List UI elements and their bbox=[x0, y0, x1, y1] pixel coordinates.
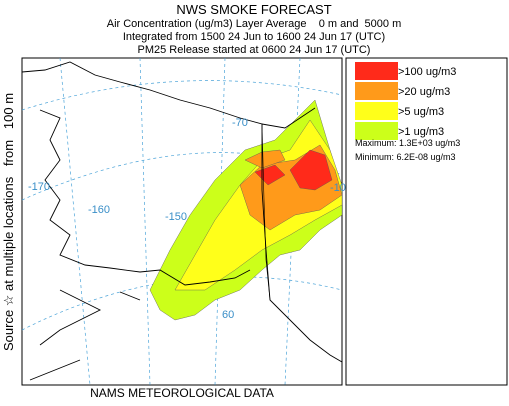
source-label: Source ☆ at multiple locations from 100 … bbox=[1, 93, 16, 351]
graticule-label: -150 bbox=[165, 211, 187, 223]
title: NWS SMOKE FORECAST bbox=[176, 2, 331, 17]
maximum: Maximum: 1.3E+03 ug/m3 bbox=[355, 138, 460, 148]
subtitle: PM25 Release started at 0600 24 Jun 17 (… bbox=[138, 44, 371, 56]
smoke-area bbox=[244, 149, 286, 169]
smoke-area bbox=[289, 149, 333, 191]
legend-swatch bbox=[355, 122, 398, 140]
legend-swatch bbox=[355, 62, 398, 80]
subtitle: Integrated from 1500 24 Jun to 1600 24 J… bbox=[123, 31, 385, 43]
graticule-label: -170 bbox=[28, 181, 50, 193]
coastline bbox=[21, 61, 343, 381]
legend-label: >20 ug/m3 bbox=[398, 86, 450, 98]
legend-label: >100 ug/m3 bbox=[398, 66, 456, 78]
footer: NAMS METEOROLOGICAL DATA bbox=[90, 386, 274, 400]
legend-swatch bbox=[355, 102, 398, 120]
legend-label: >5 ug/m3 bbox=[398, 106, 444, 118]
legend-label: >1 ug/m3 bbox=[398, 126, 444, 138]
legend-swatch bbox=[355, 82, 398, 100]
minimum: Minimum: 6.2E-08 ug/m3 bbox=[355, 152, 456, 162]
subtitle: Air Concentration (ug/m3) Layer Average … bbox=[107, 18, 402, 30]
graticule-label: 60 bbox=[222, 309, 234, 321]
smoke-plume bbox=[149, 99, 343, 321]
graticule-label: -70 bbox=[232, 117, 248, 129]
border bbox=[261, 123, 271, 301]
graticule bbox=[21, 57, 343, 386]
graticule-label: -160 bbox=[88, 204, 110, 216]
